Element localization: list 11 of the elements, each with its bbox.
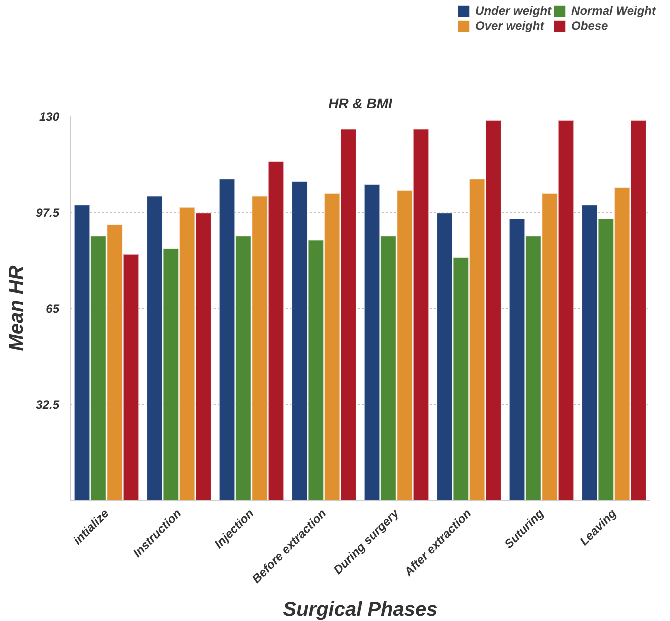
- legend-label: Obese: [572, 19, 608, 33]
- legend-label: Over weight: [476, 19, 544, 33]
- y-tick-label: 130: [39, 110, 60, 124]
- legend-label: Under weight: [476, 4, 552, 18]
- legend-label: Normal Weight: [572, 4, 656, 18]
- x-axis-title: Surgical Phases: [283, 599, 438, 621]
- y-tick-label: 97.5: [36, 206, 60, 220]
- y-tick-label: 32.5: [36, 398, 60, 412]
- chart-title: HR & BMI: [328, 96, 394, 112]
- y-tick-label: 65: [46, 302, 60, 316]
- y-axis-title: Mean HR: [6, 265, 28, 352]
